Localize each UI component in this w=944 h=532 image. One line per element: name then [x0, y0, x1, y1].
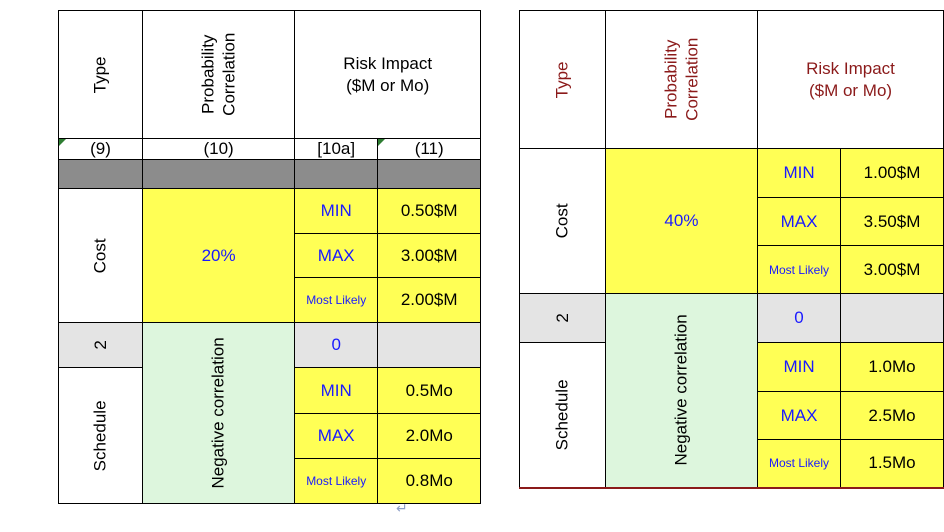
column-number-10: (10) — [141, 138, 296, 160]
paragraph-mark: ↵ — [396, 500, 408, 516]
correlation-index-cell: 2 — [58, 322, 143, 368]
cost-min-value: 0.50$M — [377, 188, 482, 234]
schedule-most-likely-label: Most Likely — [294, 458, 379, 504]
probability-header: Probability Correlation — [141, 10, 296, 139]
left-risk-table: Type Probability Correlation Risk Impact(… — [58, 10, 482, 504]
cost-max-value: 3.50$M — [840, 197, 944, 246]
risk-impact-header: Risk Impact ($M or Mo) — [757, 10, 944, 149]
correlation-index-cell: 2 — [519, 293, 606, 343]
cost-max-value: 3.00$M — [377, 233, 482, 278]
correlation-empty-cell — [840, 293, 944, 343]
schedule-most-likely-value: 0.8Mo — [377, 458, 482, 504]
cost-probability-cell: 20% — [141, 188, 296, 323]
cost-most-likely-label: Most Likely — [757, 245, 842, 294]
cost-min-label: MIN — [294, 188, 379, 234]
schedule-min-label: MIN — [757, 342, 842, 392]
schedule-max-value: 2.0Mo — [377, 413, 482, 459]
cost-most-likely-value: 3.00$M — [840, 245, 944, 294]
correlation-value-cell: 0 — [757, 293, 842, 343]
cost-type-cell: Cost — [58, 188, 143, 323]
column-number-10a: [10a] — [294, 138, 379, 160]
correlation-empty-cell — [377, 322, 482, 368]
schedule-min-value: 0.5Mo — [377, 367, 482, 414]
schedule-max-label: MAX — [294, 413, 379, 459]
separator-cell — [141, 159, 296, 189]
separator-cell — [377, 159, 482, 189]
schedule-type-cell: Schedule — [519, 342, 606, 488]
schedule-most-likely-label: Most Likely — [757, 439, 842, 488]
correlation-value-cell: 0 — [294, 322, 379, 368]
cost-type-cell: Cost — [519, 148, 606, 294]
probability-header: Probability Correlation — [604, 10, 759, 149]
cost-min-value: 1.00$M — [840, 148, 944, 198]
risk-impact-header: Risk Impact ($M or Mo) — [294, 10, 482, 139]
negative-correlation-cell: Negative correlation — [604, 293, 759, 488]
schedule-type-cell: Schedule — [58, 367, 143, 504]
separator-cell — [294, 159, 379, 189]
schedule-min-label: MIN — [294, 367, 379, 414]
cost-most-likely-value: 2.00$M — [377, 277, 482, 323]
cost-most-likely-label: Most Likely — [294, 277, 379, 323]
separator-cell — [58, 159, 143, 189]
schedule-min-value: 1.0Mo — [840, 342, 944, 392]
column-number-11: (11) — [377, 138, 482, 160]
cost-max-label: MAX — [294, 233, 379, 278]
cost-min-label: MIN — [757, 148, 842, 198]
schedule-most-likely-value: 1.5Mo — [840, 439, 944, 488]
type-header: Type — [519, 10, 606, 149]
cost-probability-cell: 40% — [604, 148, 759, 294]
negative-correlation-cell: Negative correlation — [141, 322, 296, 504]
schedule-max-label: MAX — [757, 391, 842, 440]
right-risk-table: Type Probability Correlation Risk Impact(… — [519, 10, 944, 489]
column-number-9: (9) — [58, 138, 143, 160]
type-header: Type — [58, 10, 143, 139]
cost-max-label: MAX — [757, 197, 842, 246]
schedule-max-value: 2.5Mo — [840, 391, 944, 440]
